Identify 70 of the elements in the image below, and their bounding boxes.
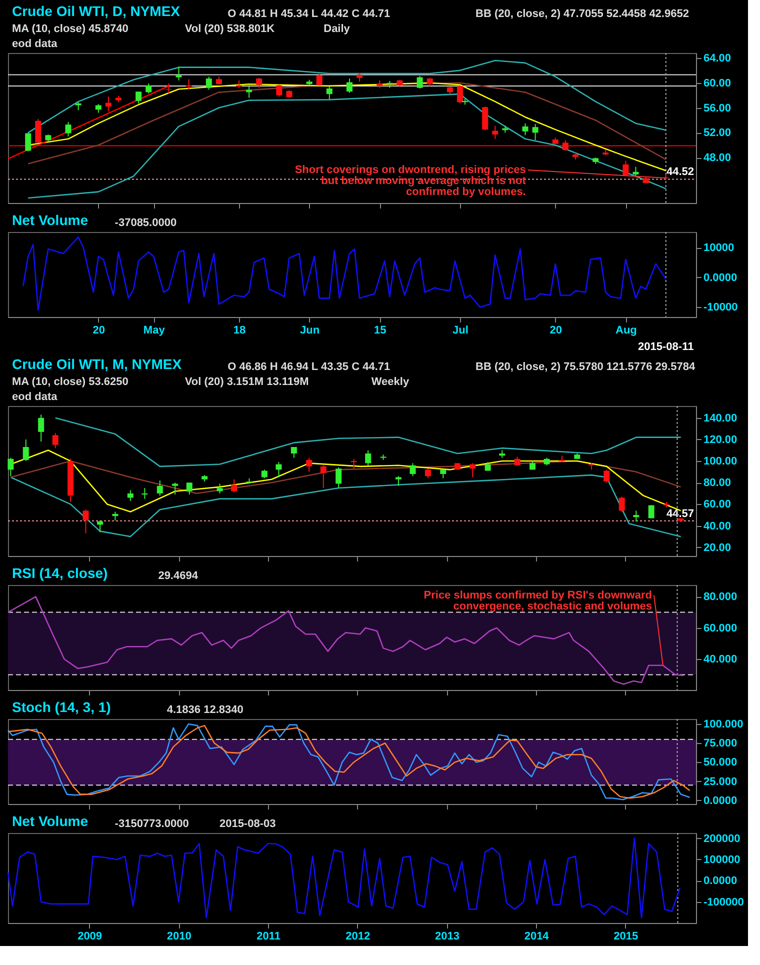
text: Weekly xyxy=(371,376,410,388)
text: 4.1836 12.8340 xyxy=(166,704,244,716)
y-tick-label: 20.00 xyxy=(704,542,732,554)
text: Daily xyxy=(324,23,351,35)
text: BB (20, close, 2) 47.7055 52.4458 42.9652 xyxy=(476,8,689,20)
x-tick-label: May xyxy=(143,324,166,336)
text: 29.4694 xyxy=(158,570,199,582)
y-tick-label: 75.000 xyxy=(704,738,738,750)
y-tick-label: -10000 xyxy=(704,302,738,314)
text: -3150773.0000 xyxy=(114,818,189,830)
x-tick-label: 20 xyxy=(92,324,106,336)
y-tick-label: 0.0000 xyxy=(704,875,738,888)
y-tick-label: 10000 xyxy=(704,242,734,254)
text: O 46.86 H 46.94 L 43.35 C 44.71 xyxy=(228,361,390,373)
y-tick-label: -100000 xyxy=(704,896,744,908)
y-tick-label: 64.00 xyxy=(704,52,732,64)
y-tick-label: 48.00 xyxy=(704,152,732,164)
x-tick-label: 15 xyxy=(374,324,386,336)
y-tick-label: 100.000 xyxy=(704,718,744,731)
y-tick-label: 50.000 xyxy=(704,756,738,769)
y-tick-label: 60.000 xyxy=(704,622,738,634)
chart-title: Stoch (14, 3, 1) xyxy=(12,699,111,715)
x-tick-label: 2009 xyxy=(78,930,102,942)
x-tick-label: 2011 xyxy=(256,930,280,942)
y-tick-label: 140.00 xyxy=(704,412,738,424)
chart-title: Crude Oil WTI, M, NYMEX xyxy=(12,356,182,372)
y-tick-label: 52.00 xyxy=(704,127,732,140)
text: Vol (20) 538.801K xyxy=(184,23,275,35)
x-tick-label: 2010 xyxy=(166,930,192,942)
annotation: Short coverings on dwontrend, rising prices but below moving average which is not confirmed by volumes. xyxy=(294,164,526,198)
y-tick-label: 200000 xyxy=(704,832,740,845)
ref-line-label: 2015-08-11 xyxy=(638,341,694,353)
y-tick-label: 40.000 xyxy=(704,654,738,666)
y-tick-label: 60.00 xyxy=(704,77,732,90)
text: eod data xyxy=(12,391,58,403)
text: O 44.81 H 45.34 L 44.42 C 44.71 xyxy=(228,8,390,20)
text: Vol (20) 3.151M 13.119M xyxy=(184,376,309,388)
y-tick-label: 56.00 xyxy=(704,102,732,114)
x-tick-label: 2014 xyxy=(524,930,550,942)
x-tick-label: 2013 xyxy=(434,930,460,942)
y-tick-label: 80.000 xyxy=(704,591,738,604)
chart-title: Net Volume xyxy=(12,813,88,829)
chart-title: Crude Oil WTI, D, NYMEX xyxy=(12,3,181,19)
y-tick-label: 60.00 xyxy=(704,498,732,511)
ref-line-label: 44.52 xyxy=(666,166,694,178)
y-tick-label: 0.0000 xyxy=(704,794,738,807)
chart-title: Net Volume xyxy=(12,212,88,228)
ref-line-label: 44.57 xyxy=(666,508,694,520)
x-tick-label: Aug xyxy=(616,324,637,336)
y-tick-label: 100.00 xyxy=(704,456,738,468)
text: -37085.0000 xyxy=(114,217,177,229)
chart-title: RSI (14, close) xyxy=(12,565,108,581)
x-tick-label: Jul xyxy=(452,324,468,336)
x-tick-label: 2012 xyxy=(346,930,370,942)
y-tick-label: 0.0000 xyxy=(704,272,738,284)
x-tick-label: 2015 xyxy=(614,930,638,942)
annotation: Price slumps confirmed by RSI's downward convergence, stochastic and volumes xyxy=(424,589,652,612)
y-tick-label: 80.00 xyxy=(704,477,732,490)
y-tick-label: 40.00 xyxy=(704,520,732,532)
y-tick-label: 100000 xyxy=(704,854,740,866)
text: eod data xyxy=(12,38,58,50)
text: MA (10, close) 45.8740 xyxy=(12,23,128,35)
x-tick-label: 20 xyxy=(550,324,562,336)
x-tick-label: Jun xyxy=(300,324,320,336)
y-tick-label: 25.000 xyxy=(704,776,738,788)
text: MA (10, close) 53.6250 xyxy=(12,376,128,388)
y-tick-label: 120.00 xyxy=(704,434,738,446)
text: BB (20, close, 2) 75.5780 121.5776 29.5784 xyxy=(476,361,696,373)
x-tick-label: 18 xyxy=(233,324,246,336)
text: 2015-08-03 xyxy=(219,818,276,830)
